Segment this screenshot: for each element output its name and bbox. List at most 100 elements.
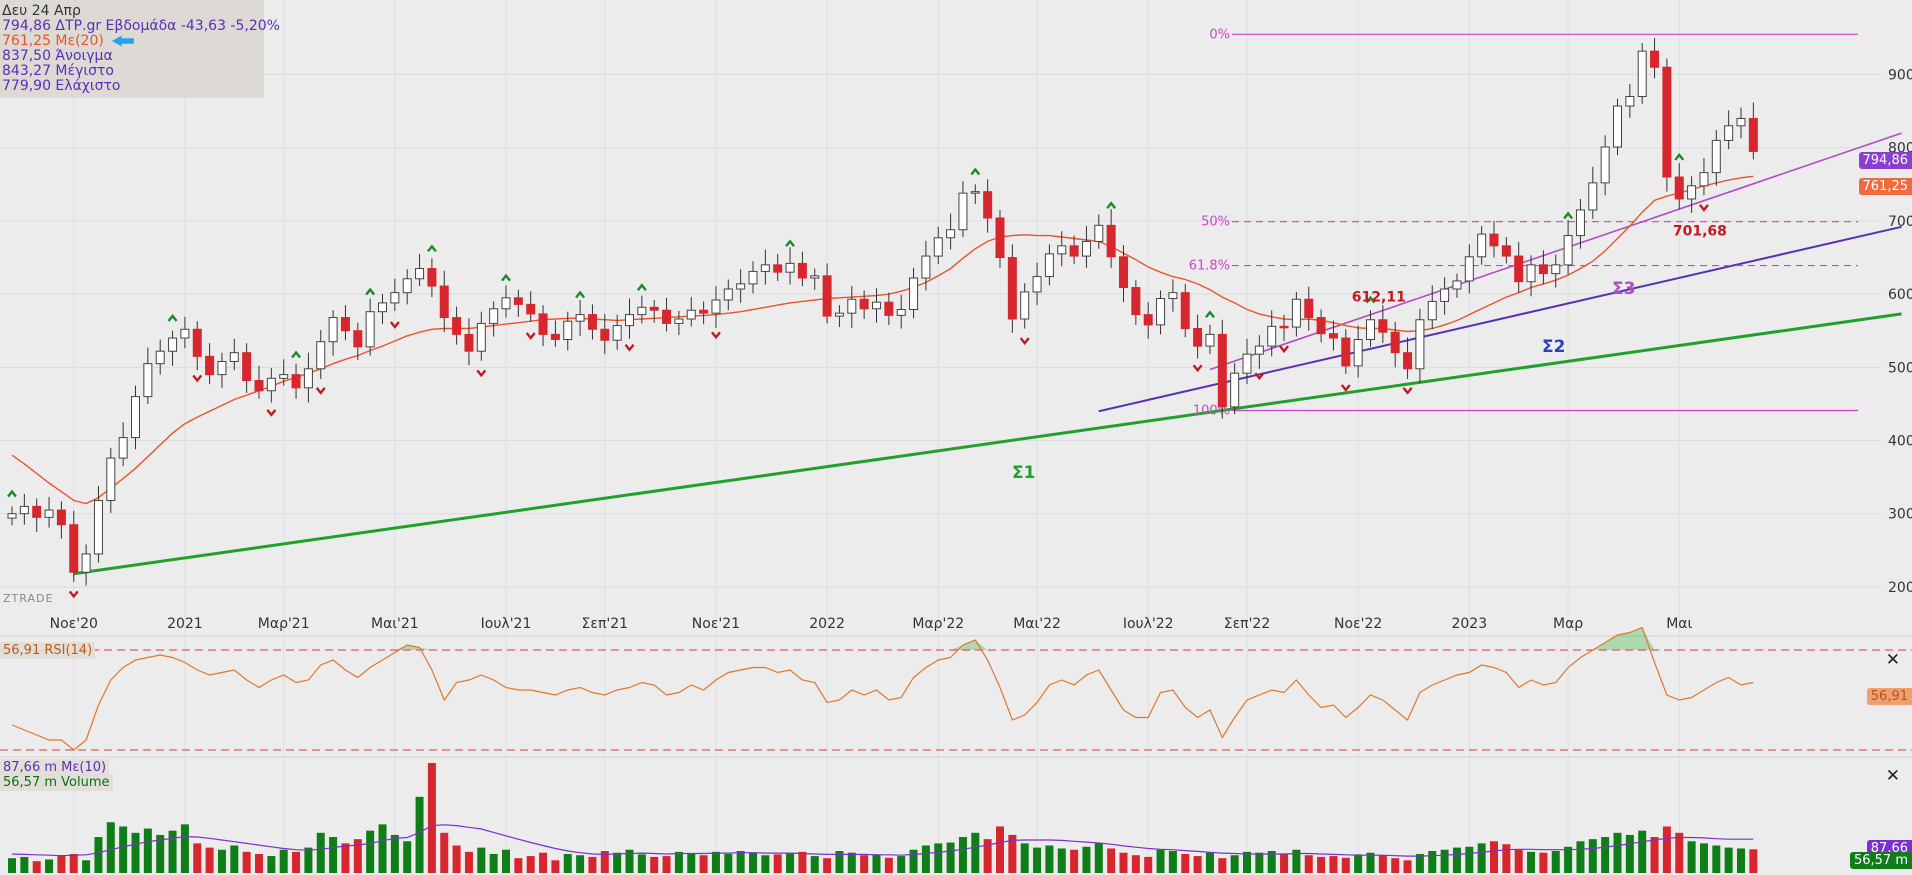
volume-bar [539,852,548,873]
volume-bar [563,853,572,873]
candle-body [118,437,128,459]
x-tick-label: Ιουλ'21 [481,616,532,632]
volume-bar [662,856,671,873]
candle-body [93,500,103,555]
volume-bar [1724,847,1733,873]
volume-bar [1576,841,1585,873]
volume-bar [1119,852,1128,873]
candle-body [1044,253,1054,278]
volume-bar [514,858,523,873]
volume-bar [366,830,375,873]
candle-body [1242,353,1252,374]
rsi-close-icon[interactable]: ✕ [1885,650,1900,670]
candle-body [699,309,709,314]
volume-bar [773,854,782,873]
candle-body [501,297,511,310]
candle-body [1662,66,1672,178]
candle-body [390,292,400,304]
volume-bar [94,837,103,873]
candle-body [415,268,425,280]
volume-bar [674,851,683,873]
support-line-label: Σ1 [1012,463,1035,483]
volume-bar [1699,843,1708,873]
pivot-low-marker [192,374,203,383]
volume-bar [279,849,288,873]
ma-price-tag: 761,25 [1858,178,1912,195]
pivot-high-marker [1205,310,1215,319]
watermark: ZTRADE [3,592,54,605]
candle-body [921,255,931,279]
volume-bar [1551,851,1560,873]
candle-body [1390,331,1400,354]
volume-bar [958,837,967,873]
volume-bar [576,855,585,873]
volume-bar [1638,830,1647,873]
pivot-high-marker [291,350,301,359]
y-tick-label: 300 [1888,507,1912,523]
candle-body [1069,245,1079,257]
candle-body [1366,319,1375,341]
candle-body [365,311,375,348]
volume-bar [921,845,930,873]
volume-legend: 56,57 m Volume [0,774,113,791]
candle-body [1143,314,1153,326]
volume-bar [1687,841,1696,873]
volume-bar [1094,843,1103,873]
candle-body [538,313,548,335]
pivot-high-marker [575,290,586,299]
fib-level-label: 61.8% [1189,259,1230,274]
candle-body [1551,264,1561,275]
volume-bar [1008,834,1017,873]
y-tick-label: 200 [1888,580,1912,596]
candle-body [106,457,116,502]
left-arrow-icon[interactable] [111,35,134,47]
pivot-high-marker [365,287,376,296]
volume-bar [1539,852,1548,873]
volume-bar [1304,855,1313,873]
volume-bar [69,853,78,873]
symbol-info-box: Δευ 24 Απρ 794,86 ΔΤΡ.gr Εβδομάδα -43,63… [0,0,280,98]
candle-body [229,352,239,362]
candle-body [1464,256,1474,282]
candle-body [353,330,363,348]
volume-bar [934,843,943,873]
candle-body [674,318,684,324]
candle-body [995,217,1005,259]
volume-bar [1280,853,1289,873]
candle-body [81,553,91,573]
volume-bar [304,847,313,873]
candle-body [872,301,881,310]
candle-body [1440,288,1450,302]
volume-bar [131,832,140,873]
volume-bar [1601,837,1610,873]
volume-bar [329,837,338,873]
volume-close-icon[interactable]: ✕ [1885,766,1900,786]
volume-bar [761,855,770,873]
volume-bar [1415,853,1424,873]
candle-body [279,374,289,379]
candle-body [1007,257,1017,320]
volume-bar [600,851,609,873]
pivot-low-marker [476,369,487,378]
pivot-high-marker [1563,211,1574,220]
candle-body [56,509,66,526]
volume-bar [1737,848,1745,873]
candle-body [1341,337,1351,367]
candle-body [1403,352,1413,370]
pivot-low-marker [711,331,721,340]
volume-bar [205,847,214,873]
pivot-low-marker [389,321,400,329]
candle-body [1119,256,1128,289]
pivot-high-marker [167,314,178,322]
candle-body [686,309,696,320]
volume-bar [613,852,622,873]
pivot-high-marker [426,244,437,253]
candle-body [1291,298,1301,328]
x-tick-label: 2023 [1451,616,1487,632]
volume-bar [650,856,659,873]
volume-ma-line [11,824,1754,857]
volume-bar [1020,843,1029,873]
volume-bar [625,849,634,873]
volume-bar [847,852,856,873]
